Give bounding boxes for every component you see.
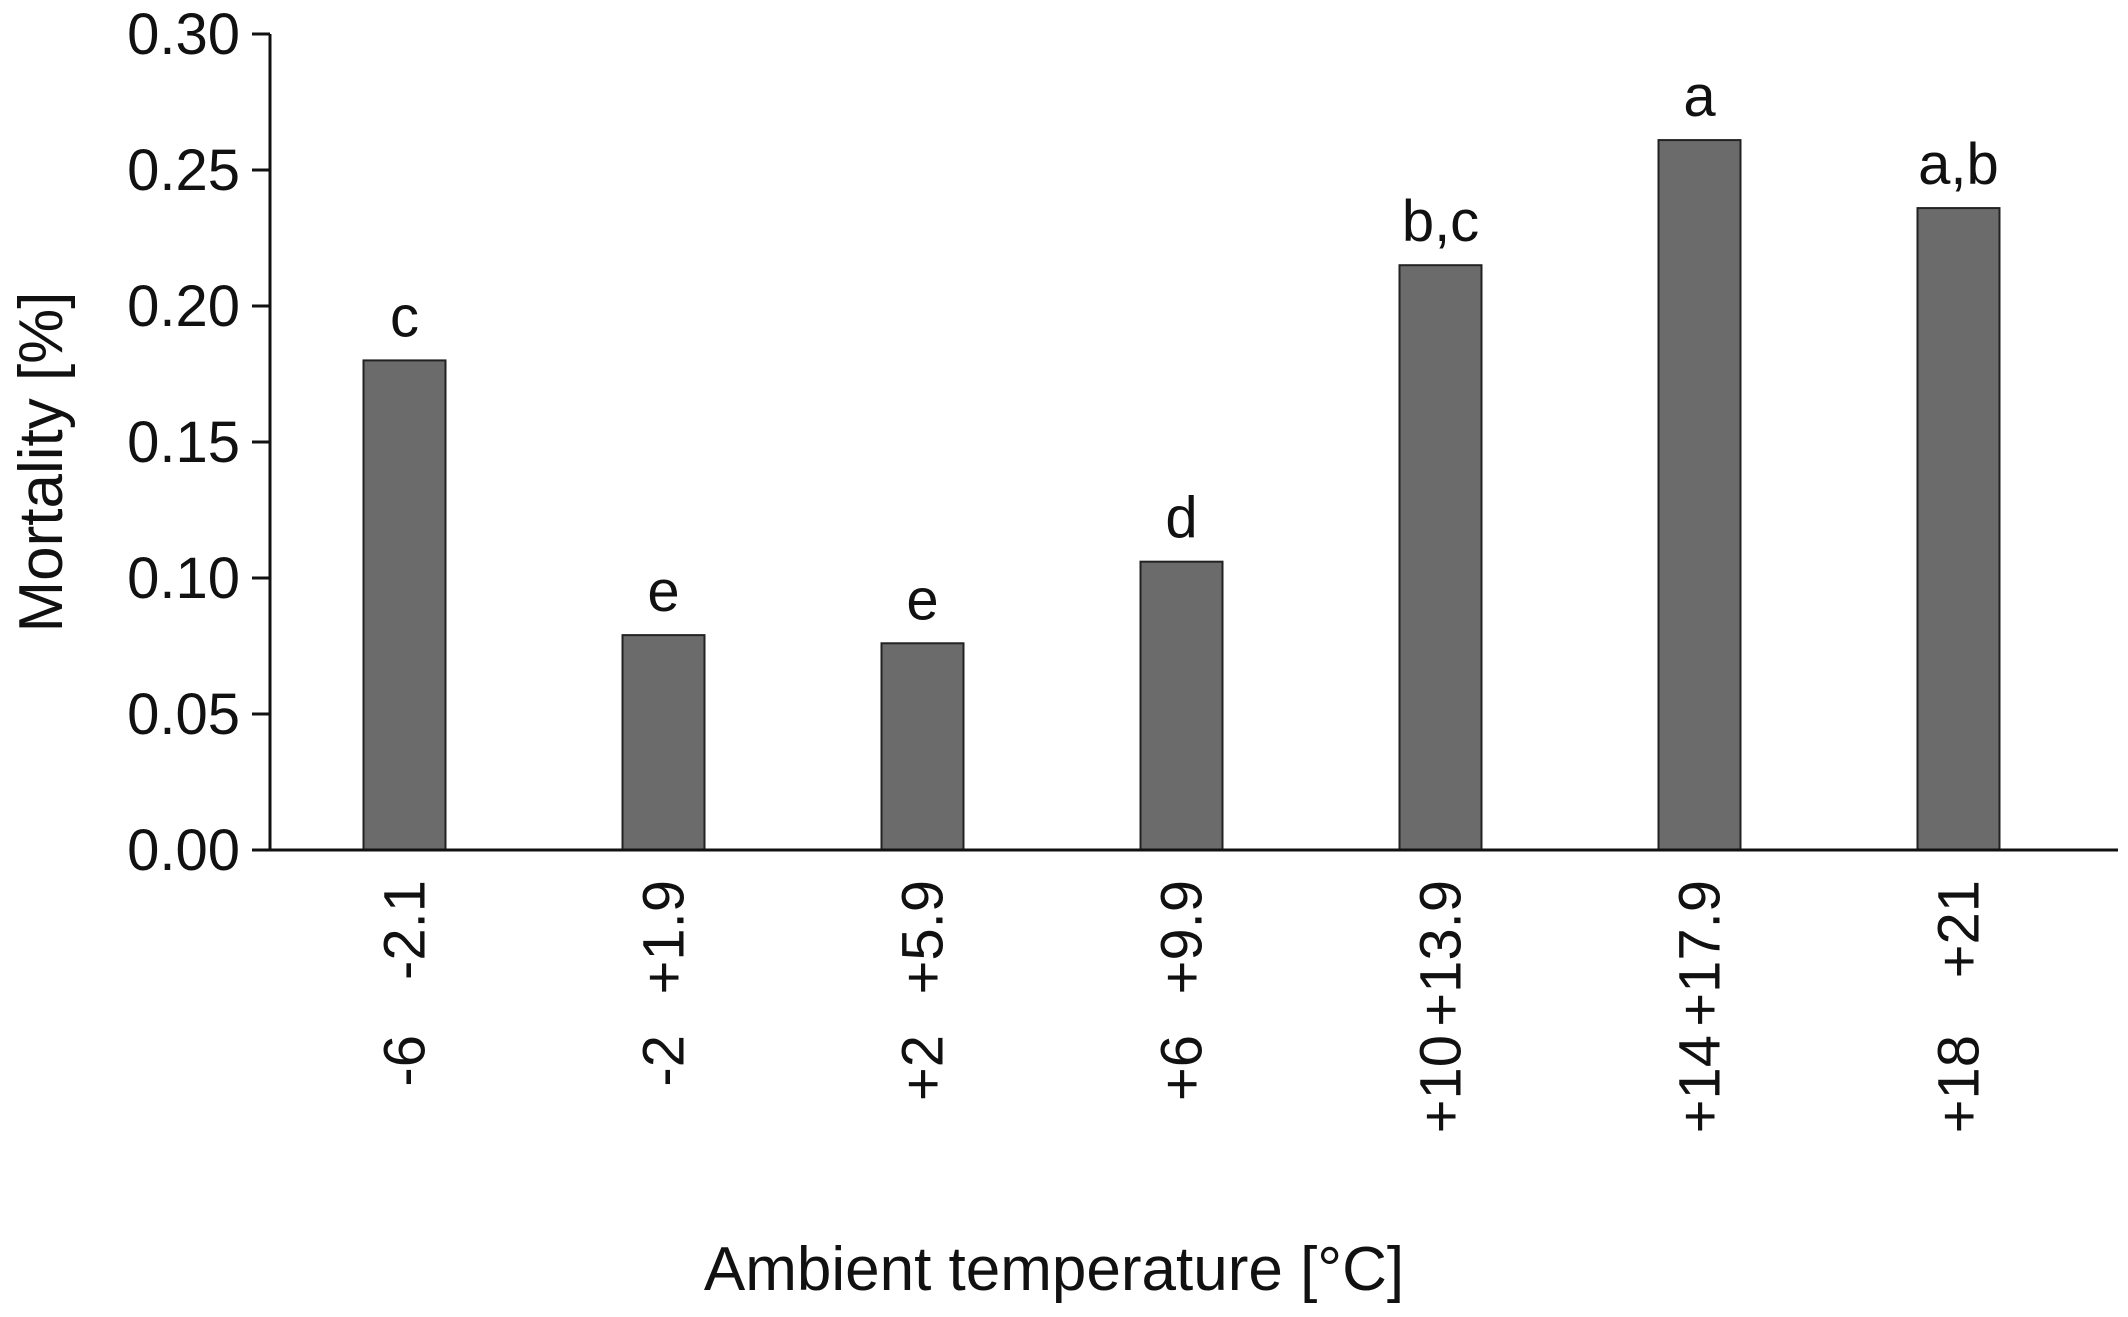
y-tick-label: 0.05 [127,682,240,747]
y-tick-label: 0.30 [127,2,240,67]
y-tick-label: 0.00 [127,818,240,883]
significance-letter: e [647,559,679,624]
category-label-upper: +21 [1927,880,1992,978]
category-label-lower: +14 [1668,1035,1733,1133]
bar [1398,264,1483,851]
bar [1139,560,1224,851]
category-label-upper: +17.9 [1668,880,1733,1027]
bar [1657,139,1742,851]
x-axis-title: Ambient temperature [°C] [704,1235,1404,1304]
category-label-upper: -2.1 [373,880,438,980]
y-axis-ticks: 0.00 0.05 0.10 0.15 0.20 0.25 0.30 [127,2,270,883]
category-label-lower: +10 [1409,1035,1474,1133]
y-axis-title: Mortality [%] [7,291,76,632]
significance-letter: a,b [1918,132,1999,197]
category-label-upper: +9.9 [1150,880,1215,995]
category-label-upper: +5.9 [891,880,956,995]
category-label-lower: -2 [632,1035,697,1087]
significance-letter: e [906,567,938,632]
y-tick-label: 0.15 [127,410,240,475]
significance-letter: a [1683,64,1716,129]
significance-letter: d [1165,486,1197,551]
y-tick-label: 0.10 [127,546,240,611]
category-label-lower: +6 [1150,1035,1215,1101]
bar [362,359,447,851]
significance-letter: b,c [1402,189,1479,254]
category-label-upper: +1.9 [632,880,697,995]
category-label-lower: +2 [891,1035,956,1101]
y-tick-label: 0.20 [127,274,240,339]
significance-letter: c [390,284,419,349]
y-tick-label: 0.25 [127,138,240,203]
bars [362,139,2001,852]
x-axis-category-labels: -2.1 -6 +1.9 -2 +5.9 +2 +9.9 +6 +13.9 +10 +17.9 +14… [373,880,1992,1133]
bar [621,634,706,851]
bar [880,642,965,852]
category-label-lower: +18 [1927,1035,1992,1133]
significance-letters: c e e d b,c a a,b [390,64,1999,632]
category-label-lower: -6 [373,1035,438,1087]
category-label-upper: +13.9 [1409,880,1474,1027]
bar [1916,207,2001,851]
